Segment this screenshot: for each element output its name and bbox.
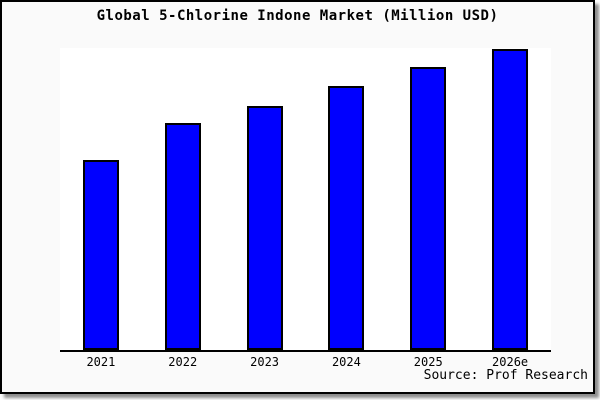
x-tick-label-2025: 2025 [413,355,443,369]
x-tick-label-2021: 2021 [86,355,116,369]
chart-frame: Global 5-Chlorine Indone Market (Million… [0,0,595,394]
plot-area [60,48,551,352]
source-label: Source: Prof Research [423,368,588,383]
bar-2024 [328,86,365,350]
chart-title: Global 5-Chlorine Indone Market (Million… [96,8,499,24]
bar-2022 [164,122,201,350]
bar-2021 [82,160,119,350]
bar-2026e [492,48,529,350]
x-tick-label-2026e: 2026e [492,355,529,369]
bar-2023 [246,105,283,350]
bar-2025 [410,67,447,350]
x-tick-label-2023: 2023 [250,355,280,369]
x-tick-label-2024: 2024 [331,355,361,369]
x-tick-label-2022: 2022 [168,355,198,369]
